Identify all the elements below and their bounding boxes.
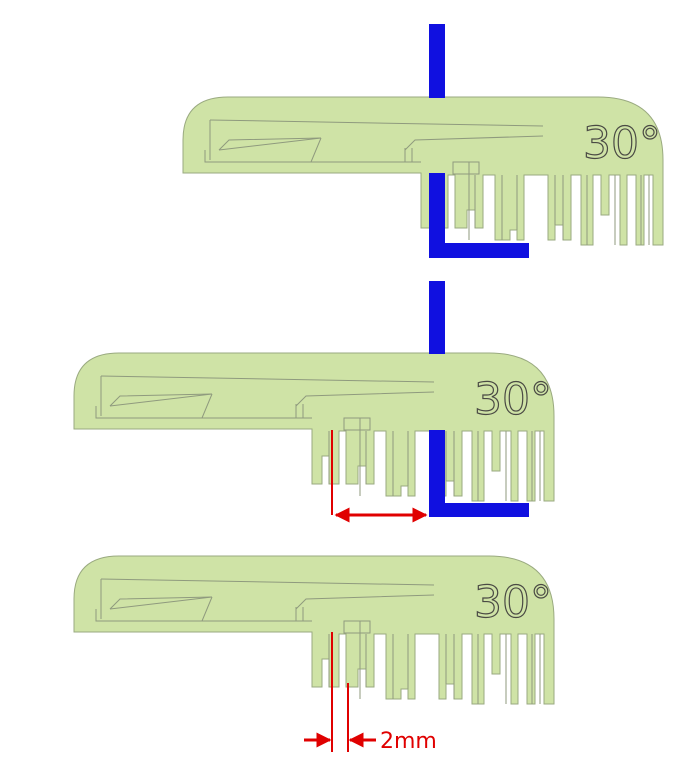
dimension-label: 2mm [380,729,437,754]
angle-label-bottom: 30° [474,577,552,628]
angle-label-top: 30° [583,118,661,169]
reference-bracket-top [429,24,529,258]
gauge-middle: 30° [73,352,555,502]
reference-bracket-middle [429,281,529,517]
angle-label-middle: 30° [474,374,552,425]
gauge-top: 30° [182,96,664,246]
gauge-bottom: 30° [73,555,555,705]
shift-dimension-middle [331,430,428,523]
offset-dimension-bottom: 2mm [304,632,437,754]
